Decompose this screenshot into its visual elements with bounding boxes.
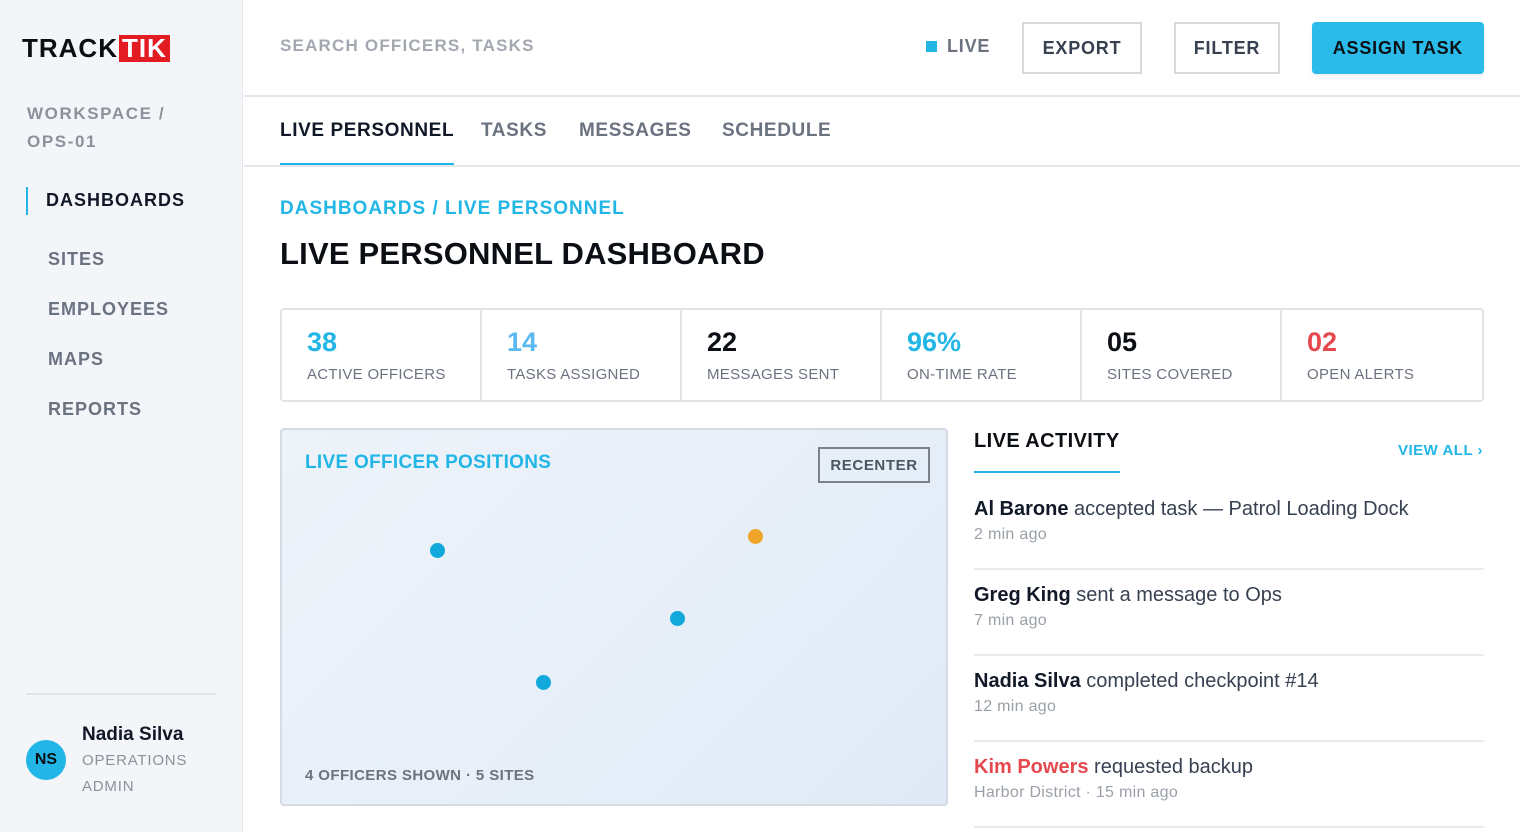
sidebar-item-maps[interactable]: MAPS	[48, 348, 105, 369]
recenter-button[interactable]: RECENTER	[818, 447, 930, 483]
map-footer: 4 OFFICERS SHOWN · 5 SITES	[305, 767, 535, 784]
stat-value: 22	[707, 327, 738, 357]
officer-pin[interactable]	[430, 543, 445, 558]
activity-list: Al Barone accepted task — Patrol Loading…	[974, 484, 1484, 828]
stat-on-time-rate: 96% ON-TIME RATE	[882, 310, 1082, 400]
sidebar-divider	[26, 693, 216, 695]
activity-text: Kim Powers requested backup	[974, 754, 1484, 780]
user-info: Nadia Silva OPERATIONS ADMIN	[82, 722, 202, 800]
stats-bar: 38 ACTIVE OFFICERS 14 TASKS ASSIGNED 22 …	[280, 308, 1484, 402]
activity-item[interactable]: Nadia Silva completed checkpoint #14 12 …	[974, 656, 1484, 742]
tab-schedule[interactable]: SCHEDULE	[722, 120, 832, 141]
stat-label: ON-TIME RATE	[907, 366, 1017, 383]
tab-live-personnel[interactable]: LIVE PERSONNEL	[280, 120, 455, 165]
logo-tik-text: TIK	[119, 34, 170, 62]
user-profile[interactable]: NS Nadia Silva OPERATIONS ADMIN	[26, 722, 202, 800]
tab-bar: LIVE PERSONNEL TASKS MESSAGES SCHEDULE	[244, 98, 1520, 167]
activity-officer-name[interactable]: Al Barone	[974, 498, 1069, 520]
live-status-icon	[926, 41, 937, 52]
sidebar: TRACK TIK WORKSPACE / OPS-01 DASHBOARDS …	[0, 0, 243, 832]
stat-label: OPEN ALERTS	[1307, 366, 1415, 383]
activity-item-alert[interactable]: Kim Powers requested backup Harbor Distr…	[974, 742, 1484, 828]
stat-active-officers: 38 ACTIVE OFFICERS	[282, 310, 482, 400]
stat-value: 96%	[907, 327, 962, 357]
logo-track-text: TRACK	[22, 32, 118, 63]
activity-action: sent a message to Ops	[1070, 584, 1282, 606]
officer-pin[interactable]	[536, 675, 551, 690]
activity-timestamp: 2 min ago	[974, 526, 1047, 543]
top-bar: SEARCH OFFICERS, TASKS LIVE EXPORT FILTE…	[244, 0, 1520, 97]
stat-label: ACTIVE OFFICERS	[307, 366, 446, 383]
page-title: LIVE PERSONNEL DASHBOARD	[280, 236, 765, 271]
avatar[interactable]: NS	[26, 740, 66, 780]
activity-officer-name[interactable]: Nadia Silva	[974, 670, 1081, 692]
stat-value: 02	[1307, 327, 1338, 357]
stat-label: SITES COVERED	[1107, 366, 1233, 383]
stat-messages-sent: 22 MESSAGES SENT	[682, 310, 882, 400]
officer-pin-warning[interactable]	[748, 529, 763, 544]
sidebar-item-dashboards[interactable]: DASHBOARDS	[26, 184, 226, 216]
activity-officer-name[interactable]: Kim Powers	[974, 756, 1089, 778]
stat-tasks-assigned: 14 TASKS ASSIGNED	[482, 310, 682, 400]
tab-tasks[interactable]: TASKS	[481, 120, 547, 141]
sidebar-item-sites[interactable]: SITES	[48, 248, 106, 269]
activity-timestamp: 7 min ago	[974, 612, 1047, 629]
activity-action: requested backup	[1088, 756, 1254, 778]
activity-action: accepted task — Patrol Loading Dock	[1068, 498, 1409, 520]
stat-label: MESSAGES SENT	[707, 366, 840, 383]
map-title: LIVE OFFICER POSITIONS	[305, 452, 552, 473]
filter-button[interactable]: FILTER	[1174, 22, 1280, 74]
search-input[interactable]: SEARCH OFFICERS, TASKS	[280, 36, 535, 55]
activity-officer-name[interactable]: Greg King	[974, 584, 1071, 606]
activity-timestamp: Harbor District · 15 min ago	[974, 784, 1179, 801]
stat-label: TASKS ASSIGNED	[507, 366, 641, 383]
activity-text: Nadia Silva completed checkpoint #14	[974, 668, 1484, 694]
officer-pin[interactable]	[670, 611, 685, 626]
activity-item[interactable]: Greg King sent a message to Ops 7 min ag…	[974, 570, 1484, 656]
live-indicator: LIVE	[926, 36, 990, 57]
activity-title: LIVE ACTIVITY	[974, 430, 1120, 473]
live-label: LIVE	[947, 36, 991, 56]
stat-sites-covered: 05 SITES COVERED	[1082, 310, 1282, 400]
stat-open-alerts: 02 OPEN ALERTS	[1282, 310, 1482, 400]
breadcrumb[interactable]: DASHBOARDS / LIVE PERSONNEL	[280, 198, 625, 219]
stat-value: 05	[1107, 327, 1138, 357]
activity-text: Greg King sent a message to Ops	[974, 582, 1484, 608]
view-all-link[interactable]: VIEW ALL ›	[1398, 442, 1483, 459]
sidebar-item-employees[interactable]: EMPLOYEES	[48, 298, 170, 319]
user-role: OPERATIONS ADMIN	[82, 752, 188, 795]
activity-text: Al Barone accepted task — Patrol Loading…	[974, 496, 1484, 522]
officer-map[interactable]: LIVE OFFICER POSITIONS RECENTER 4 OFFICE…	[280, 428, 948, 806]
activity-item[interactable]: Al Barone accepted task — Patrol Loading…	[974, 484, 1484, 570]
tracktik-logo[interactable]: TRACK TIK	[22, 32, 170, 63]
user-name: Nadia Silva	[82, 724, 184, 745]
stat-value: 38	[307, 327, 338, 357]
tab-messages[interactable]: MESSAGES	[579, 120, 692, 141]
sidebar-nav: DASHBOARDS SITES EMPLOYEES MAPS REPORTS	[26, 184, 226, 434]
workspace-label: WORKSPACE / OPS-01	[27, 104, 166, 151]
activity-timestamp: 12 min ago	[974, 698, 1057, 715]
activity-action: completed checkpoint #14	[1080, 670, 1319, 692]
stat-value: 14	[507, 327, 538, 357]
export-button[interactable]: EXPORT	[1022, 22, 1142, 74]
assign-task-button[interactable]: ASSIGN TASK	[1312, 22, 1484, 74]
sidebar-item-reports[interactable]: REPORTS	[48, 398, 143, 419]
